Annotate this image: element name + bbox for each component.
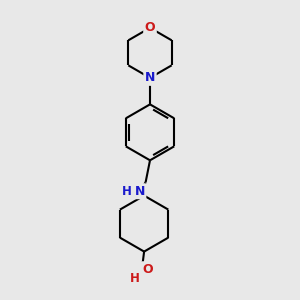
Text: O: O — [145, 21, 155, 34]
Text: O: O — [142, 263, 153, 276]
Text: H: H — [130, 272, 140, 285]
Text: N: N — [134, 185, 145, 198]
Text: N: N — [145, 71, 155, 84]
Text: H: H — [122, 185, 132, 198]
